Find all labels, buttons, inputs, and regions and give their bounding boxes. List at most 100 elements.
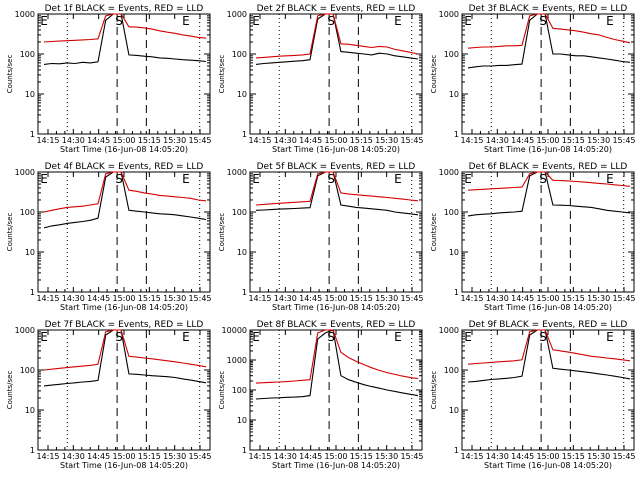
marker-label: E [182,172,190,186]
y-axis-label: Counts/sec [218,371,226,410]
marker-label: S [539,172,547,186]
marker-label: E [40,14,48,28]
y-tick-label: 1 [242,446,247,455]
x-tick-label: 14:30 [486,136,509,145]
x-tick-label: 14:45 [87,452,110,461]
y-tick-label: 100 [232,208,247,217]
series-line-events [255,171,419,216]
y-tick-label: 1000 [439,168,459,177]
marker-label: E [40,172,48,186]
y-tick-label: 100 [444,366,459,375]
panel-8: Det 8f BLACK = Events, RED = LLD Counts/s… [218,320,424,470]
chart-title: Det 9f BLACK = Events, RED = LLD [469,320,628,330]
marker-label: E [606,172,614,186]
x-tick-label: 14:45 [299,294,322,303]
x-tick-label: 14:45 [299,136,322,145]
x-tick-label: 15:15 [562,294,585,303]
marker-label: E [252,14,260,28]
x-tick-label: 15:00 [112,294,135,303]
y-tick-label: 100 [444,50,459,59]
y-tick-label: 1 [454,130,459,139]
x-tick-label: 15:00 [112,136,135,145]
y-tick-label: 10 [25,406,35,415]
series-line-lld [43,171,207,213]
chart-title: Det 3f BLACK = Events, RED = LLD [469,4,628,14]
panel-2: Det 2f BLACK = Events, RED = LLD Counts/s… [218,4,424,154]
y-tick-label: 10 [237,416,247,425]
series-line-events [467,13,631,69]
x-tick-label: 14:45 [299,452,322,461]
y-tick-label: 1 [454,288,459,297]
y-tick-label: 100 [20,208,35,217]
x-tick-label: 15:30 [163,136,186,145]
y-axis-label: Counts/sec [6,371,14,410]
y-tick-label: 1 [242,288,247,297]
x-tick-label: 15:15 [138,136,161,145]
marker-label: E [394,172,402,186]
panel-5: Det 5f BLACK = Events, RED = LLD Counts/s… [218,162,424,312]
y-tick-label: 100 [232,386,247,395]
x-tick-label: 15:30 [163,452,186,461]
x-axis-label: Start Time (16-Jun-08 14:05:20) [60,303,188,312]
y-tick-label: 1000 [227,10,247,19]
x-tick-label: 14:30 [274,294,297,303]
x-axis-label: Start Time (16-Jun-08 14:05:20) [60,145,188,154]
chart-title: Det 2f BLACK = Events, RED = LLD [257,4,416,14]
x-tick-label: 14:45 [87,136,110,145]
x-tick-label: 14:15 [460,452,483,461]
y-tick-label: 1000 [227,168,247,177]
y-tick-label: 1000 [439,10,459,19]
panel-3: Det 3f BLACK = Events, RED = LLD Counts/s… [430,4,636,154]
series-line-events [255,329,419,400]
x-tick-label: 14:15 [36,136,59,145]
plot-frame [461,13,635,135]
x-tick-label: 14:45 [87,294,110,303]
series-line-lld [467,171,631,191]
x-tick-label: 15:30 [375,136,398,145]
panel-9: Det 9f BLACK = Events, RED = LLD Counts/s… [430,320,636,470]
marker-label: S [539,14,547,28]
marker-label: E [394,330,402,344]
x-tick-label: 15:30 [375,452,398,461]
plot-frame [461,171,635,293]
y-axis-label: Counts/sec [430,55,438,94]
chart-title: Det 8f BLACK = Events, RED = LLD [257,320,416,330]
x-tick-label: 15:00 [536,452,559,461]
y-tick-label: 1 [454,446,459,455]
panel-7: Det 7f BLACK = Events, RED = LLD Counts/s… [6,320,212,470]
series-line-lld [467,329,631,365]
y-axis-label: Counts/sec [218,213,226,252]
marker-label: S [115,14,123,28]
plot-frame [249,13,423,135]
marker-label: S [115,330,123,344]
x-tick-label: 15:15 [562,136,585,145]
series-line-lld [467,13,631,49]
y-tick-label: 100 [20,366,35,375]
y-tick-label: 1000 [439,326,459,335]
x-tick-label: 15:30 [375,294,398,303]
y-tick-label: 1 [30,288,35,297]
y-tick-label: 1000 [227,356,247,365]
x-tick-label: 15:00 [324,452,347,461]
series-line-events [467,171,631,217]
marker-label: E [182,14,190,28]
y-tick-label: 100 [20,50,35,59]
y-tick-label: 10 [25,90,35,99]
x-tick-label: 14:30 [62,452,85,461]
x-tick-label: 14:15 [460,294,483,303]
marker-label: S [327,330,335,344]
x-tick-label: 15:30 [163,294,186,303]
x-tick-label: 15:30 [587,294,610,303]
marker-label: S [115,172,123,186]
x-axis-label: Start Time (16-Jun-08 14:05:20) [60,461,188,470]
x-tick-label: 15:15 [138,294,161,303]
y-axis-label: Counts/sec [430,371,438,410]
marker-label: S [539,330,547,344]
y-axis-label: Counts/sec [6,213,14,252]
x-tick-label: 14:15 [460,136,483,145]
x-tick-label: 15:30 [587,452,610,461]
x-tick-label: 15:00 [324,294,347,303]
x-tick-label: 15:30 [587,136,610,145]
chart-title: Det 4f BLACK = Events, RED = LLD [45,162,204,172]
